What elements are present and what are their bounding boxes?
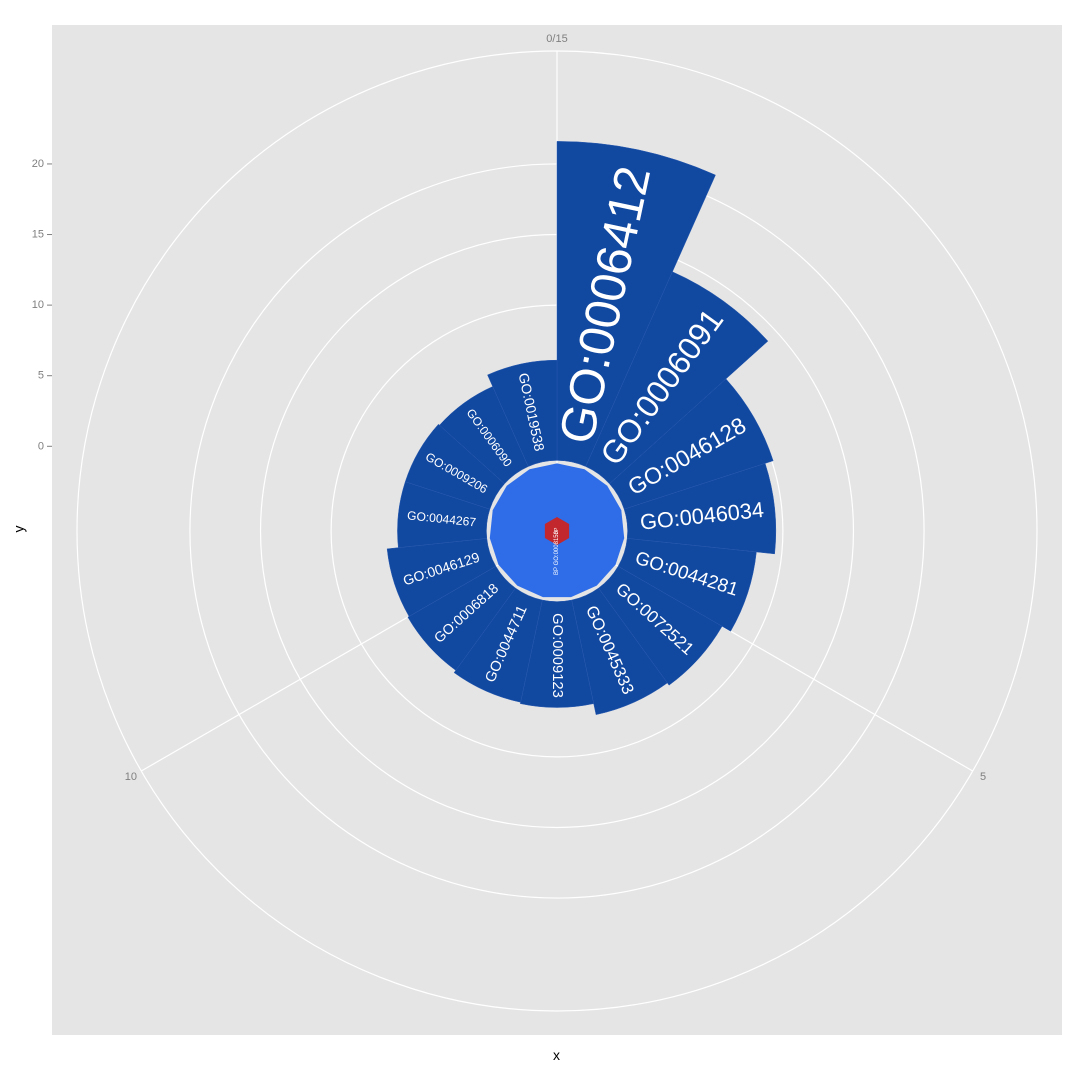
y-axis-title: y [10,525,27,533]
outer-gridline [76,50,1038,1012]
bar-wedge [386,538,497,617]
x-tick-label: 0/15 [546,33,567,45]
bar-wedge [407,565,516,671]
bar-wedge [598,565,723,686]
y-tick-label: 0 [38,440,44,452]
bar-label: GO:0009123 [549,613,565,698]
bar-wedge [556,141,716,467]
bar-wedge [520,599,594,708]
bar-wedge [487,359,558,467]
bar-wedge [617,538,757,632]
center-core [544,517,570,545]
y-tick-label: 15 [32,229,44,241]
bar-layer [386,141,777,715]
center-core-label: BP [554,527,560,534]
bar-wedge [571,587,668,715]
bar-wedge [609,378,774,510]
y-tick-label: 20 [32,158,44,170]
bar-wedge [623,463,777,555]
x-axis-title: x [553,1047,560,1063]
bar-wedge [404,423,505,510]
bar-wedge [585,271,769,485]
center-ring-label: BP GO:0008150 [554,530,560,575]
bar-wedge [453,587,543,703]
tick-layer: 0 5 10 15 20 0/15 5 10 [32,33,986,783]
x-tick-label: 10 [125,771,137,783]
y-tick-label: 10 [32,299,44,311]
y-tick-label: 5 [38,370,44,382]
x-tick-label: 5 [980,771,986,783]
